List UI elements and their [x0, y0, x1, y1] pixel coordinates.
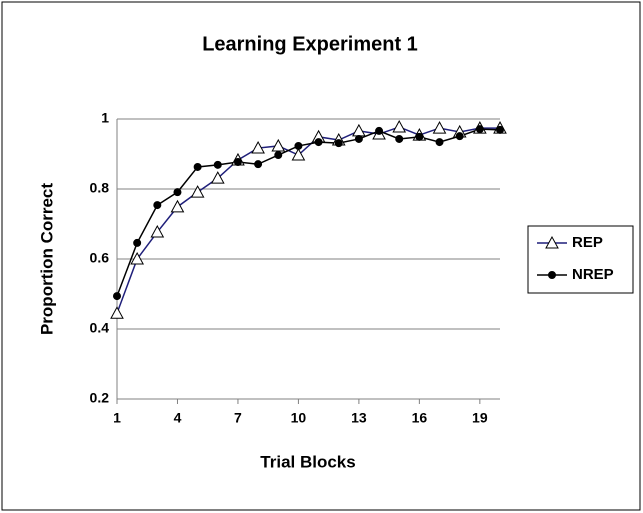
y-tick-label: 0.6 [90, 250, 110, 266]
marker [153, 201, 162, 210]
x-tick-label: 19 [472, 410, 488, 426]
marker [432, 121, 447, 134]
y-tick-label: 0.4 [90, 320, 110, 336]
x-tick-label: 16 [412, 410, 428, 426]
marker [291, 148, 306, 161]
marker [110, 306, 124, 319]
marker [435, 138, 444, 147]
marker [254, 160, 263, 169]
marker [274, 151, 283, 160]
y-axis-label: Proportion Correct [37, 183, 56, 335]
marker [170, 199, 185, 213]
x-tick-label: 13 [351, 410, 367, 426]
x-tick-label: 10 [291, 410, 307, 426]
marker [496, 125, 504, 134]
marker [173, 188, 182, 197]
marker [375, 126, 384, 135]
legend-box [527, 225, 634, 294]
marker [190, 185, 205, 198]
marker [314, 138, 323, 147]
legend-marker [545, 235, 559, 249]
marker [395, 134, 404, 143]
marker [130, 251, 145, 265]
legend-label: REP [572, 234, 603, 251]
marker [271, 138, 286, 152]
marker [251, 141, 265, 154]
marker [210, 171, 225, 184]
x-tick-label: 7 [234, 410, 242, 426]
marker [354, 134, 363, 143]
marker [415, 132, 424, 141]
marker [213, 160, 222, 169]
marker [294, 141, 303, 150]
marker [150, 225, 165, 238]
legend-marker [548, 271, 556, 279]
x-tick-label: 1 [113, 410, 121, 426]
marker [392, 120, 407, 133]
marker [334, 139, 343, 148]
marker [133, 238, 142, 247]
y-tick-label: 1 [101, 110, 109, 126]
y-tick-label: 0.8 [90, 180, 110, 196]
chart-title: Learning Experiment 1 [202, 33, 418, 55]
x-tick-label: 4 [174, 410, 182, 426]
marker [455, 132, 464, 141]
marker [113, 292, 121, 301]
legend-label: NREP [572, 266, 614, 283]
marker [475, 125, 484, 134]
marker [233, 158, 242, 167]
y-tick-label: 0.2 [90, 390, 110, 406]
marker [193, 162, 202, 171]
x-axis-label: Trial Blocks [260, 452, 355, 471]
